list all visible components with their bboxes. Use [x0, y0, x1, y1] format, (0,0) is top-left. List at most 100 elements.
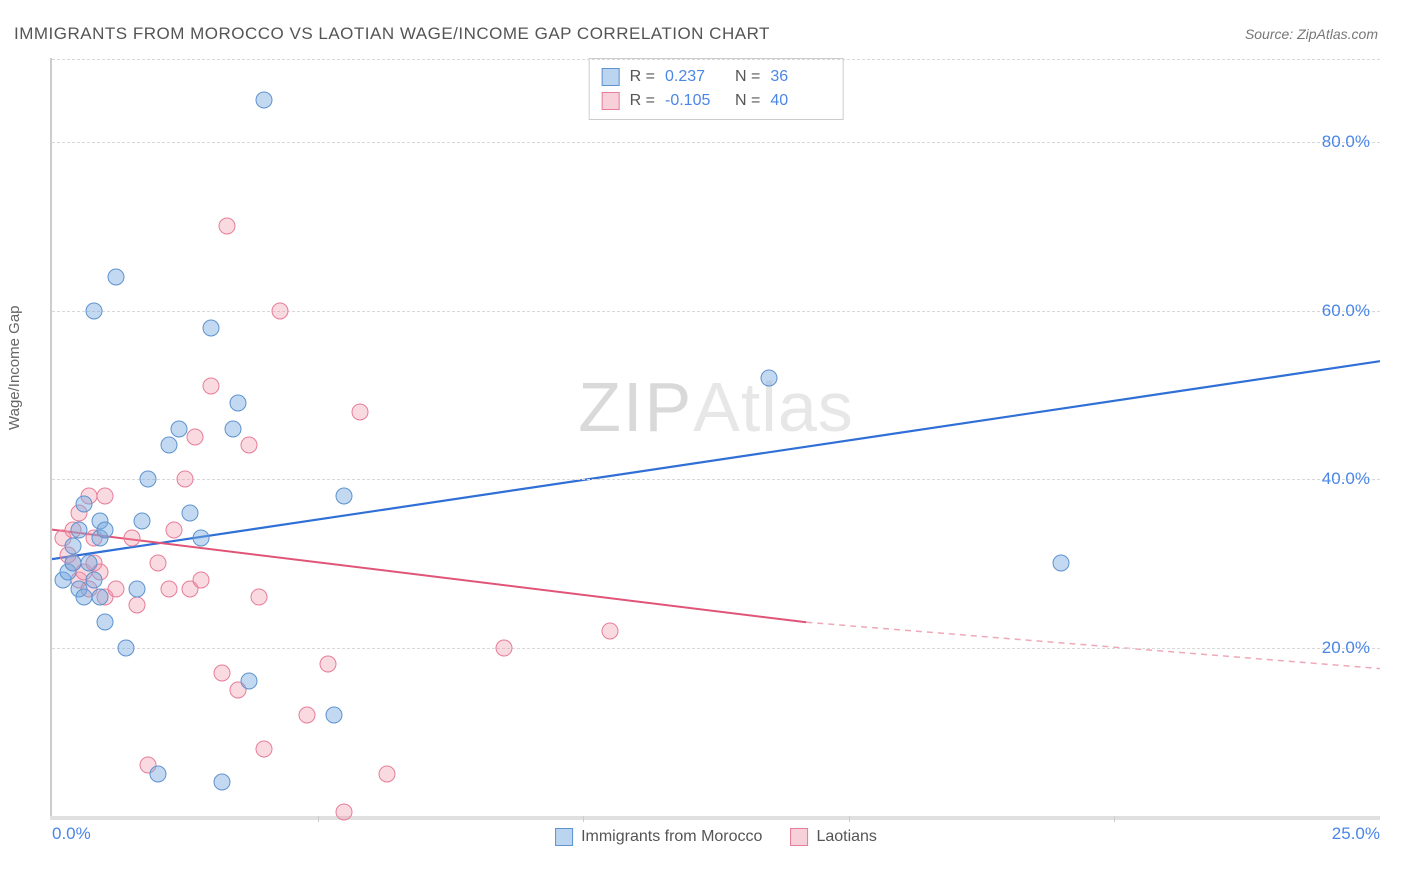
data-point-laotians: [378, 765, 395, 782]
data-point-laotians: [192, 572, 209, 589]
data-point-laotians: [336, 803, 353, 820]
y-tick-label: 80.0%: [1322, 132, 1370, 152]
data-point-laotians: [150, 555, 167, 572]
data-point-laotians: [176, 471, 193, 488]
data-point-laotians: [97, 487, 114, 504]
swatch-laotians: [790, 828, 808, 846]
swatch-laotians: [602, 92, 620, 110]
data-point-morocco: [139, 471, 156, 488]
data-point-laotians: [352, 403, 369, 420]
grid-line: [52, 59, 1380, 60]
legend-item-morocco: Immigrants from Morocco: [555, 828, 762, 846]
swatch-morocco: [555, 828, 573, 846]
legend-stats: R = 0.237 N = 36 R = -0.105 N = 40: [589, 58, 844, 120]
r-label: R =: [630, 68, 655, 86]
chart-title: IMMIGRANTS FROM MOROCCO VS LAOTIAN WAGE/…: [14, 24, 770, 44]
data-point-laotians: [128, 597, 145, 614]
y-tick-label: 60.0%: [1322, 301, 1370, 321]
grid-line: [52, 648, 1380, 649]
data-point-morocco: [65, 555, 82, 572]
data-point-laotians: [601, 622, 618, 639]
data-point-morocco: [213, 774, 230, 791]
regression-line: [806, 622, 1380, 668]
legend-label-morocco: Immigrants from Morocco: [581, 828, 762, 846]
data-point-morocco: [81, 555, 98, 572]
x-tick-label: 0.0%: [52, 824, 91, 844]
data-point-morocco: [70, 521, 87, 538]
data-point-morocco: [1053, 555, 1070, 572]
data-point-laotians: [203, 378, 220, 395]
n-label: N =: [735, 92, 760, 110]
data-point-morocco: [97, 521, 114, 538]
r-value-morocco: 0.237: [665, 68, 725, 86]
x-tick-mark: [318, 816, 319, 822]
data-point-laotians: [213, 664, 230, 681]
y-tick-label: 40.0%: [1322, 469, 1370, 489]
data-point-laotians: [256, 740, 273, 757]
data-point-morocco: [134, 513, 151, 530]
data-point-morocco: [256, 92, 273, 109]
data-point-laotians: [219, 218, 236, 235]
y-tick-label: 20.0%: [1322, 638, 1370, 658]
x-tick-mark: [583, 816, 584, 822]
regression-line: [52, 361, 1380, 559]
data-point-morocco: [86, 572, 103, 589]
legend-label-laotians: Laotians: [816, 828, 877, 846]
data-point-morocco: [128, 580, 145, 597]
n-value-morocco: 36: [770, 68, 830, 86]
legend-item-laotians: Laotians: [790, 828, 877, 846]
grid-line: [52, 142, 1380, 143]
data-point-morocco: [192, 530, 209, 547]
watermark-strong: ZIP: [578, 368, 693, 446]
data-point-laotians: [166, 521, 183, 538]
data-point-laotians: [251, 589, 268, 606]
data-point-laotians: [272, 302, 289, 319]
data-point-morocco: [65, 538, 82, 555]
plot-area: ZIPAtlas R = 0.237 N = 36 R = -0.105 N =…: [50, 58, 1380, 818]
source-label: Source: ZipAtlas.com: [1245, 26, 1378, 42]
n-label: N =: [735, 68, 760, 86]
data-point-morocco: [761, 370, 778, 387]
data-point-morocco: [107, 268, 124, 285]
grid-line: [52, 479, 1380, 480]
n-value-laotians: 40: [770, 92, 830, 110]
legend-stats-row-morocco: R = 0.237 N = 36: [602, 65, 831, 89]
data-point-morocco: [91, 589, 108, 606]
data-point-morocco: [75, 496, 92, 513]
x-tick-mark: [1114, 816, 1115, 822]
data-point-laotians: [298, 706, 315, 723]
data-point-morocco: [182, 504, 199, 521]
r-value-laotians: -0.105: [665, 92, 725, 110]
data-point-morocco: [229, 395, 246, 412]
data-point-morocco: [203, 319, 220, 336]
data-point-laotians: [320, 656, 337, 673]
r-label: R =: [630, 92, 655, 110]
data-point-morocco: [86, 302, 103, 319]
watermark: ZIPAtlas: [578, 367, 854, 447]
y-axis-label: Wage/Income Gap: [6, 305, 23, 430]
data-point-morocco: [325, 706, 342, 723]
data-point-morocco: [224, 420, 241, 437]
legend-stats-row-laotians: R = -0.105 N = 40: [602, 89, 831, 113]
axis-bottom-edge: [50, 816, 1380, 820]
data-point-morocco: [160, 437, 177, 454]
chart-container: IMMIGRANTS FROM MOROCCO VS LAOTIAN WAGE/…: [0, 0, 1406, 892]
data-point-morocco: [240, 673, 257, 690]
x-tick-mark: [849, 816, 850, 822]
data-point-morocco: [171, 420, 188, 437]
regression-line: [52, 530, 806, 623]
data-point-morocco: [97, 614, 114, 631]
swatch-morocco: [602, 68, 620, 86]
data-point-laotians: [495, 639, 512, 656]
grid-line: [52, 311, 1380, 312]
data-point-laotians: [187, 429, 204, 446]
data-point-laotians: [240, 437, 257, 454]
data-point-laotians: [160, 580, 177, 597]
data-point-laotians: [107, 580, 124, 597]
data-point-morocco: [336, 487, 353, 504]
data-point-morocco: [75, 589, 92, 606]
x-tick-label: 25.0%: [1332, 824, 1380, 844]
data-point-morocco: [150, 765, 167, 782]
data-point-morocco: [118, 639, 135, 656]
legend-series: Immigrants from Morocco Laotians: [555, 828, 877, 846]
